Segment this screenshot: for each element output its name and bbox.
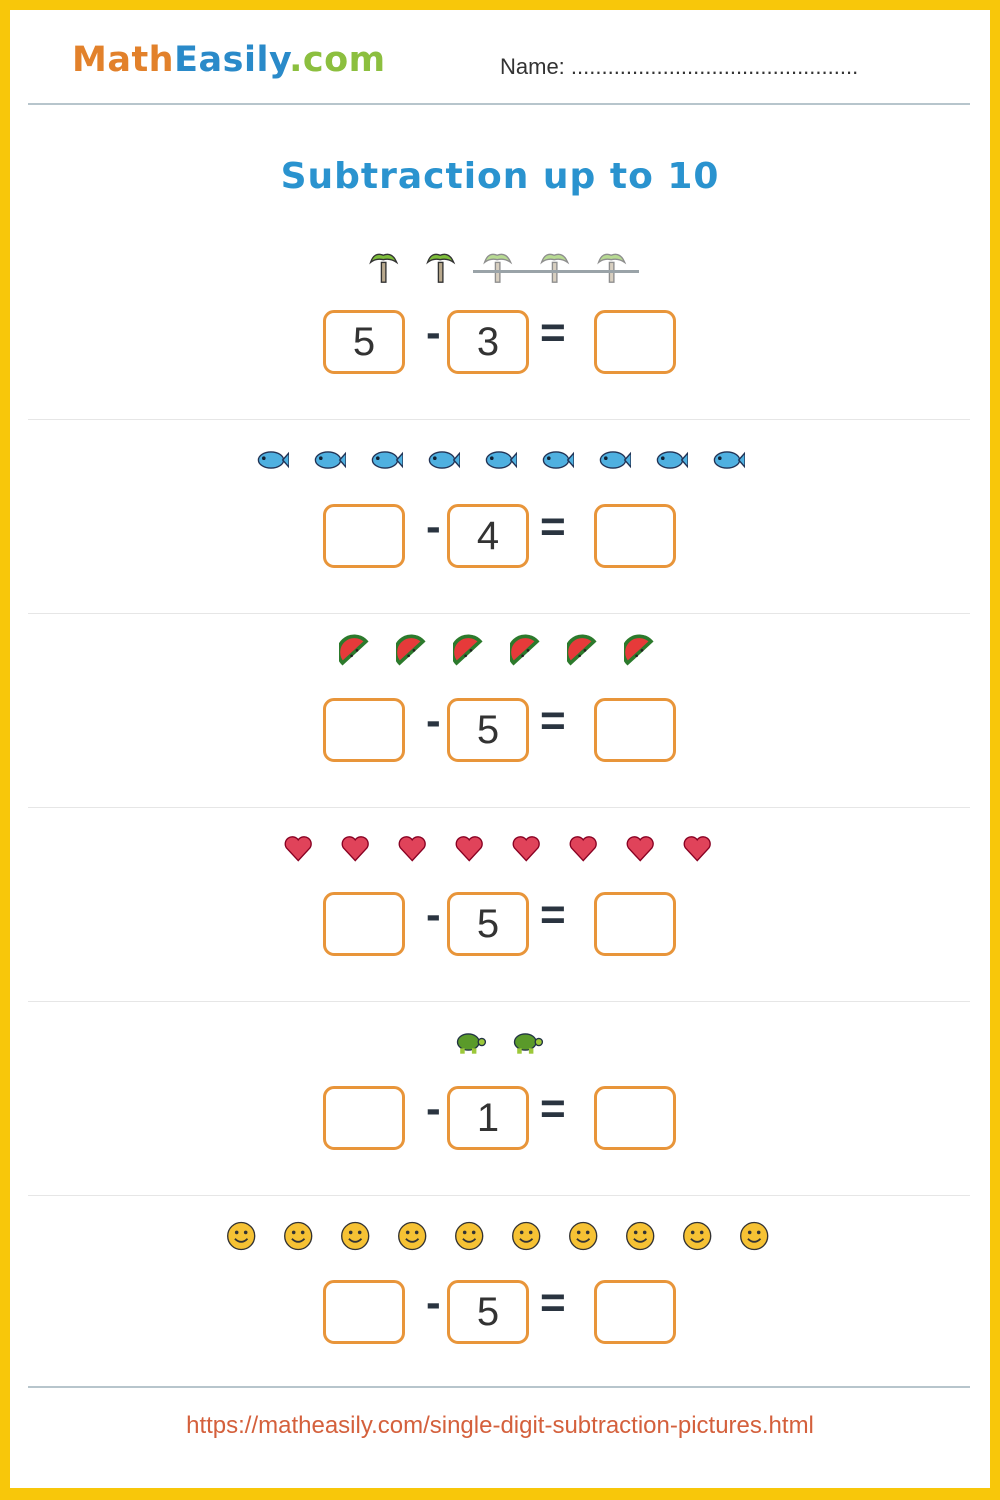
icon-group [28,1216,970,1260]
minuend-box[interactable]: 5 [323,310,405,374]
answer-box[interactable] [594,698,676,762]
logo: MathEasily.com [72,40,386,80]
fish-icon [257,451,289,469]
palm-tree-icon [597,253,627,283]
watermelon-icon [452,634,483,666]
minuend-box[interactable] [323,698,405,762]
problem-row: - 4 = [28,420,970,614]
row-divider [28,419,970,420]
fish-icon [485,451,517,469]
watermelon-icon [395,634,426,666]
equals-sign: = [540,890,566,939]
icon-group [28,828,970,872]
footer-url[interactable]: https://matheasily.com/single-digit-subt… [186,1412,814,1439]
minus-sign: - [426,890,441,939]
palm-tree-icon [426,253,456,283]
smiley-icon [226,1221,255,1251]
strike-line [473,270,639,273]
watermelon-icon [509,634,540,666]
worksheet: MathEasily.com Name: ...................… [10,10,990,1488]
row-divider [28,807,970,808]
heart-icon [683,836,711,862]
smiley-icon [283,1221,312,1251]
icon-group [28,246,970,290]
fish-icon [428,451,460,469]
minuend-box[interactable] [323,1086,405,1150]
minuend-box[interactable] [323,1280,405,1344]
heart-icon [398,836,426,862]
equals-sign: = [540,696,566,745]
subtrahend-box[interactable]: 5 [447,892,529,956]
equals-sign: = [540,1278,566,1327]
fish-icon [542,451,574,469]
answer-box[interactable] [594,504,676,568]
problem-row: - 1 = [28,1002,970,1196]
smiley-icon [568,1221,597,1251]
turtle-icon [513,1033,543,1054]
fish-icon [371,451,403,469]
heart-icon [341,836,369,862]
problem-row: - 5 = [28,1196,970,1390]
watermelon-icon [566,634,597,666]
smiley-icon [511,1221,540,1251]
fish-icon [314,451,346,469]
problem-row: - 5 = [28,808,970,1002]
palm-tree-icon [369,253,399,283]
page-title: Subtraction up to 10 [280,156,720,197]
subtrahend-box[interactable]: 1 [447,1086,529,1150]
turtle-icon [456,1033,486,1054]
icon-group [28,440,970,484]
answer-box[interactable] [594,310,676,374]
smiley-icon [397,1221,426,1251]
heart-icon [626,836,654,862]
fish-icon [599,451,631,469]
answer-box[interactable] [594,1280,676,1344]
minus-sign: - [426,308,441,357]
smiley-icon [739,1221,768,1251]
fish-icon [656,451,688,469]
equals-sign: = [540,1084,566,1133]
fish-icon [713,451,745,469]
minus-sign: - [426,502,441,551]
heart-icon [569,836,597,862]
answer-box[interactable] [594,1086,676,1150]
problem-row: 5 - 3 = [28,226,970,420]
header-divider [28,103,970,105]
heart-icon [284,836,312,862]
answer-box[interactable] [594,892,676,956]
smiley-icon [625,1221,654,1251]
smiley-icon [682,1221,711,1251]
equals-sign: = [540,308,566,357]
smiley-icon [454,1221,483,1251]
subtrahend-box[interactable]: 4 [447,504,529,568]
minus-sign: - [426,1084,441,1133]
minus-sign: - [426,696,441,745]
equals-sign: = [540,502,566,551]
icon-group [28,634,970,678]
minus-sign: - [426,1278,441,1327]
problem-row: - 5 = [28,614,970,808]
name-field[interactable]: Name: ..................................… [500,54,859,79]
palm-tree-icon [540,253,570,283]
palm-tree-icon [483,253,513,283]
icon-group [28,1022,970,1066]
subtrahend-box[interactable]: 5 [447,1280,529,1344]
watermelon-icon [338,634,369,666]
minuend-box[interactable] [323,504,405,568]
subtrahend-box[interactable]: 5 [447,698,529,762]
row-divider [28,1001,970,1002]
heart-icon [455,836,483,862]
minuend-box[interactable] [323,892,405,956]
watermelon-icon [623,634,654,666]
row-divider [28,1195,970,1196]
row-divider [28,613,970,614]
smiley-icon [340,1221,369,1251]
footer-divider [28,1386,970,1388]
heart-icon [512,836,540,862]
subtrahend-box[interactable]: 3 [447,310,529,374]
